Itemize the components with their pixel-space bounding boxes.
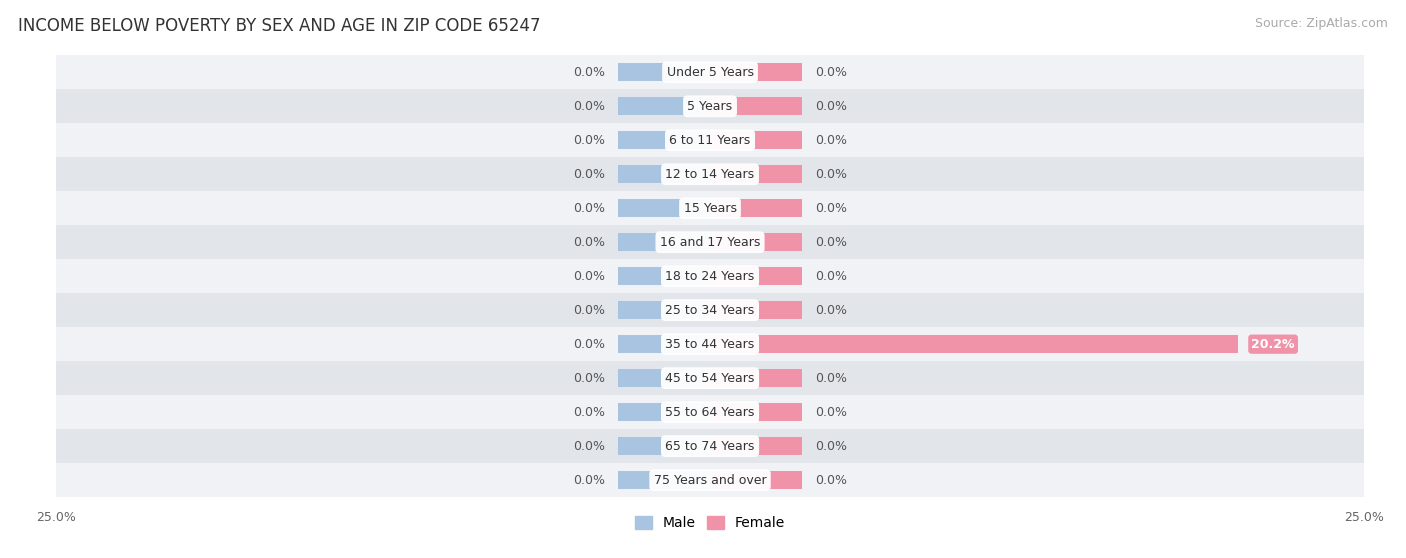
Text: 75 Years and over: 75 Years and over (654, 474, 766, 487)
Text: 0.0%: 0.0% (814, 66, 846, 79)
Bar (56, 89, 1364, 123)
Text: 0.0%: 0.0% (574, 134, 606, 147)
Bar (710, 472, 801, 489)
Text: 0.0%: 0.0% (814, 406, 846, 418)
Text: 0.0%: 0.0% (814, 134, 846, 147)
Text: 20.2%: 20.2% (1251, 338, 1295, 350)
Text: 0.0%: 0.0% (814, 372, 846, 384)
Bar (56, 259, 1364, 293)
Bar (56, 55, 1364, 89)
Text: INCOME BELOW POVERTY BY SEX AND AGE IN ZIP CODE 65247: INCOME BELOW POVERTY BY SEX AND AGE IN Z… (18, 17, 541, 35)
Text: 0.0%: 0.0% (574, 100, 606, 113)
Bar (56, 463, 1364, 497)
Bar (619, 403, 710, 421)
Text: Under 5 Years: Under 5 Years (666, 66, 754, 79)
Bar (710, 165, 801, 183)
Bar (710, 132, 801, 149)
Text: 0.0%: 0.0% (574, 440, 606, 453)
Bar (56, 395, 1364, 429)
Bar (710, 64, 801, 81)
Bar (619, 335, 710, 353)
Bar (710, 267, 801, 285)
Text: 18 to 24 Years: 18 to 24 Years (665, 270, 755, 283)
Bar (710, 301, 801, 319)
Text: 6 to 11 Years: 6 to 11 Years (669, 134, 751, 147)
Text: 65 to 74 Years: 65 to 74 Years (665, 440, 755, 453)
Text: 0.0%: 0.0% (814, 474, 846, 487)
Bar (710, 199, 801, 217)
Bar (619, 437, 710, 455)
Text: 0.0%: 0.0% (574, 338, 606, 350)
Text: Source: ZipAtlas.com: Source: ZipAtlas.com (1254, 17, 1388, 30)
Bar (619, 267, 710, 285)
Bar (710, 98, 801, 115)
Bar (56, 327, 1364, 361)
Text: 55 to 64 Years: 55 to 64 Years (665, 406, 755, 418)
Bar (710, 437, 801, 455)
Bar (710, 369, 801, 387)
Bar (619, 199, 710, 217)
Bar (619, 472, 710, 489)
Text: 0.0%: 0.0% (814, 235, 846, 249)
Text: 0.0%: 0.0% (574, 372, 606, 384)
Text: 0.0%: 0.0% (814, 100, 846, 113)
Bar (56, 225, 1364, 259)
Text: 0.0%: 0.0% (574, 66, 606, 79)
Bar (619, 64, 710, 81)
Legend: Male, Female: Male, Female (630, 511, 790, 536)
Text: 0.0%: 0.0% (814, 168, 846, 181)
Bar (710, 403, 801, 421)
Text: 16 and 17 Years: 16 and 17 Years (659, 235, 761, 249)
Bar (619, 233, 710, 251)
Text: 0.0%: 0.0% (814, 440, 846, 453)
Text: 45 to 54 Years: 45 to 54 Years (665, 372, 755, 384)
Text: 0.0%: 0.0% (814, 304, 846, 317)
Text: 0.0%: 0.0% (574, 406, 606, 418)
Bar (56, 429, 1364, 463)
Bar (56, 157, 1364, 191)
Text: 15 Years: 15 Years (683, 202, 737, 215)
Bar (619, 132, 710, 149)
Text: 0.0%: 0.0% (574, 304, 606, 317)
Bar (619, 98, 710, 115)
Bar (619, 165, 710, 183)
Bar (710, 335, 1239, 353)
Text: 0.0%: 0.0% (574, 202, 606, 215)
Text: 12 to 14 Years: 12 to 14 Years (665, 168, 755, 181)
Text: 0.0%: 0.0% (574, 168, 606, 181)
Text: 0.0%: 0.0% (814, 202, 846, 215)
Bar (56, 293, 1364, 327)
Bar (619, 369, 710, 387)
Text: 5 Years: 5 Years (688, 100, 733, 113)
Bar (619, 301, 710, 319)
Bar (56, 361, 1364, 395)
Text: 25 to 34 Years: 25 to 34 Years (665, 304, 755, 317)
Bar (56, 191, 1364, 225)
Text: 35 to 44 Years: 35 to 44 Years (665, 338, 755, 350)
Text: 0.0%: 0.0% (574, 474, 606, 487)
Bar (56, 123, 1364, 157)
Text: 0.0%: 0.0% (574, 235, 606, 249)
Text: 0.0%: 0.0% (574, 270, 606, 283)
Bar (710, 233, 801, 251)
Text: 0.0%: 0.0% (814, 270, 846, 283)
